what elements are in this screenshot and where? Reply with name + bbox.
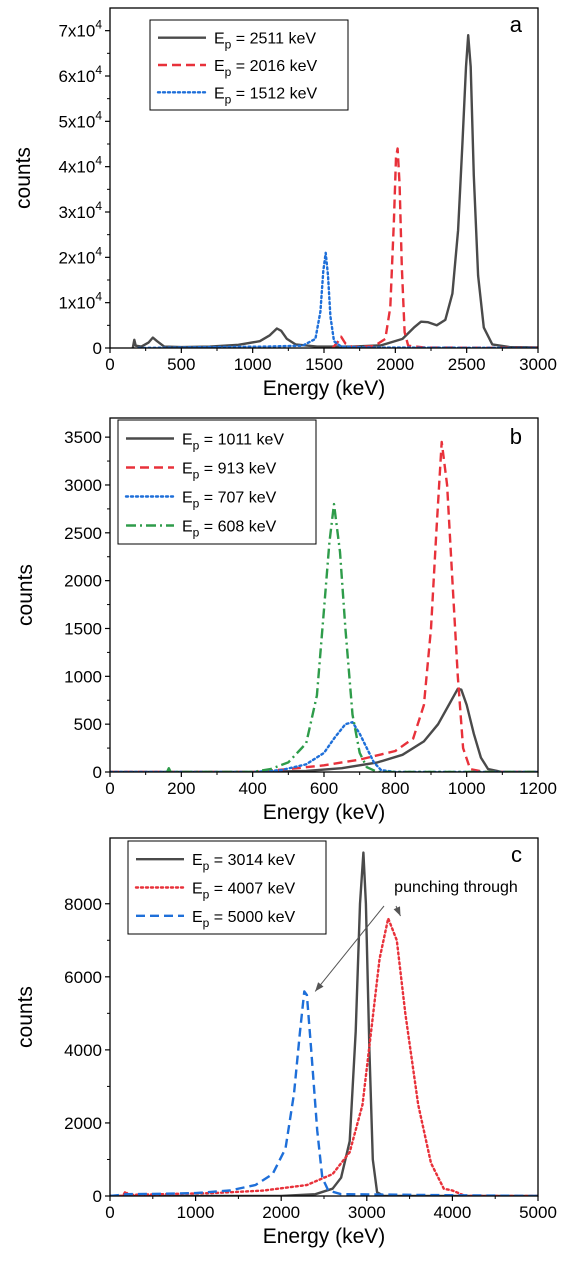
- series-line-3: [110, 990, 538, 1196]
- legend: Ep = 1011 keV Ep = 913 keV Ep = 707 keV Ep …: [117, 419, 317, 545]
- plot-area: [110, 440, 538, 772]
- legend-label: Ep = 2016 keV: [214, 58, 318, 79]
- legend-label: Ep = 913 keV: [182, 461, 277, 482]
- y-tick-label: 2000: [64, 572, 102, 591]
- x-tick-label: 1000: [177, 1203, 215, 1222]
- x-tick-label: 2500: [448, 355, 486, 374]
- y-tick-label: 4000: [64, 1041, 102, 1060]
- y-tick-label: 1x104: [58, 290, 102, 313]
- legend-label: Ep = 2511 keV: [214, 31, 316, 52]
- x-tick-label: 5000: [519, 1203, 557, 1222]
- x-tick-label: 0: [105, 779, 114, 798]
- plot-area: [131, 34, 538, 348]
- x-tick-label: 1500: [305, 355, 343, 374]
- series-line-2: [110, 440, 538, 772]
- annotation: punching through: [314, 879, 518, 992]
- annotation-arrow: [314, 905, 385, 992]
- x-tick-label: 3000: [348, 1203, 386, 1222]
- x-axis-label: Energy (keV): [263, 1225, 386, 1248]
- y-axis-label: counts: [14, 564, 37, 626]
- legend-label: Ep = 3014 keV: [192, 852, 296, 873]
- y-tick-label: 8000: [64, 895, 102, 914]
- y-tick-label: 0: [93, 339, 102, 358]
- y-tick-label: 3500: [64, 428, 102, 447]
- x-axis-label: Energy (keV): [263, 377, 386, 400]
- x-tick-label: 0: [105, 355, 114, 374]
- legend: Ep = 2511 keV Ep = 2016 keV Ep = 1512 keV: [149, 19, 349, 111]
- y-tick-label: 0: [93, 1187, 102, 1206]
- y-axis-label: counts: [14, 986, 37, 1048]
- y-tick-label: 6000: [64, 968, 102, 987]
- series-line-4: [166, 502, 538, 772]
- y-tick-label: 2500: [64, 524, 102, 543]
- panel-b: 0 200 400 600 800 1000 1200 0 500 1000 1500 2000 250…: [14, 417, 557, 824]
- arrow-head: [393, 906, 401, 917]
- y-tick-label: 2x104: [58, 244, 102, 267]
- panel-letter: c: [511, 842, 522, 867]
- y-tick-label: 3000: [64, 476, 102, 495]
- y-tick-label: 500: [74, 715, 102, 734]
- x-tick-label: 400: [238, 779, 266, 798]
- panel-letter: b: [510, 424, 522, 449]
- y-tick-label: 7x104: [58, 18, 102, 41]
- x-tick-label: 800: [381, 779, 409, 798]
- panel-a: 0 500 1000 1500 2000 2500 3000 0 1x104 2x104 3x104…: [12, 7, 557, 400]
- y-axis-label: counts: [12, 147, 35, 209]
- x-tick-label: 4000: [433, 1203, 471, 1222]
- x-tick-label: 3000: [519, 355, 557, 374]
- legend-label: Ep = 1512 keV: [214, 85, 318, 106]
- y-tick-label: 6x104: [58, 63, 102, 86]
- x-tick-label: 0: [105, 1203, 114, 1222]
- plot-area: [110, 851, 538, 1196]
- panel-c: 0 1000 2000 3000 4000 5000 0 2000 4000 6000 8000 En…: [14, 837, 557, 1248]
- x-axis-label: Energy (keV): [263, 801, 386, 824]
- series-line-3: [110, 721, 538, 772]
- legend-label: Ep = 608 keV: [182, 519, 277, 540]
- y-tick-label: 1500: [64, 619, 102, 638]
- y-tick-label: 3x104: [58, 199, 102, 222]
- legend-label: Ep = 5000 keV: [192, 909, 296, 930]
- x-tick-label: 2000: [376, 355, 414, 374]
- series-line-1: [110, 687, 538, 772]
- annotation-text: punching through: [394, 879, 518, 896]
- panel-letter: a: [510, 12, 523, 37]
- legend-label: Ep = 4007 keV: [192, 881, 296, 902]
- x-tick-label: 500: [167, 355, 195, 374]
- series-line-1: [110, 851, 538, 1196]
- legend-box: [117, 419, 317, 545]
- series-line-3: [137, 251, 538, 348]
- x-tick-label: 1000: [234, 355, 272, 374]
- x-tick-label: 2000: [262, 1203, 300, 1222]
- x-tick-label: 1200: [519, 779, 557, 798]
- legend-box: [149, 19, 349, 111]
- x-tick-label: 600: [310, 779, 338, 798]
- legend-label: Ep = 707 keV: [182, 490, 277, 511]
- y-tick-label: 1000: [64, 667, 102, 686]
- series-line-2: [110, 917, 538, 1196]
- legend: Ep = 3014 keV Ep = 4007 keV Ep = 5000 keV: [127, 840, 327, 935]
- series-line-2: [331, 147, 538, 348]
- arrow-head: [315, 982, 324, 992]
- y-tick-label: 2000: [64, 1114, 102, 1133]
- y-tick-label: 5x104: [58, 108, 102, 131]
- y-tick-label: 0: [93, 763, 102, 782]
- x-tick-label: 1000: [448, 779, 486, 798]
- legend-label: Ep = 1011 keV: [182, 432, 284, 453]
- y-tick-label: 4x104: [58, 154, 102, 177]
- x-tick-label: 200: [167, 779, 195, 798]
